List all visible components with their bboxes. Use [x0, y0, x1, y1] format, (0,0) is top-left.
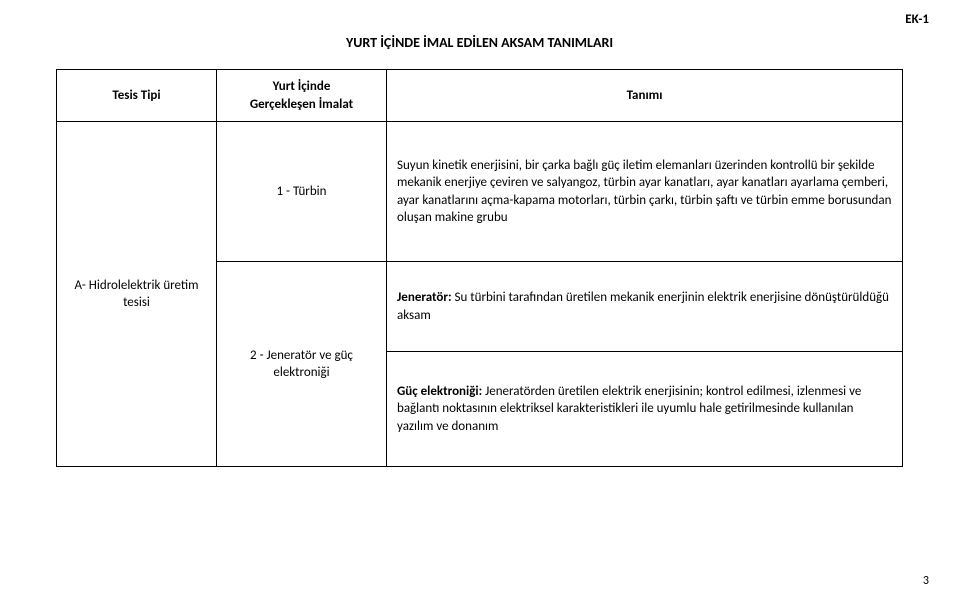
definition-power-electronics: Güç elektroniği: Jeneratörden üretilen e…: [387, 352, 903, 467]
page-container: EK-1 YURT İÇİNDE İMAL EDİLEN AKSAM TANIM…: [0, 0, 959, 596]
definition-lead-generator: Jeneratör:: [397, 290, 452, 305]
definition-rest-generator: Su türbini tarafından üretilen mekanik e…: [397, 290, 889, 323]
column-header-domestic-manufacture: Yurt İçinde Gerçekleşen İmalat: [217, 70, 387, 122]
table-row: A- Hidrolelektrik üretim tesisi 1 - Türb…: [57, 122, 903, 262]
column-header-facility-type: Tesis Tipi: [57, 70, 217, 122]
definitions-table: Tesis Tipi Yurt İçinde Gerçekleşen İmala…: [56, 69, 903, 467]
definition-generator: Jeneratör: Su türbini tarafından üretile…: [387, 262, 903, 352]
definition-turbine: Suyun kinetik enerjisini, bir çarka bağl…: [387, 122, 903, 262]
facility-type-cell: A- Hidrolelektrik üretim tesisi: [57, 122, 217, 467]
column-header-definition: Tanımı: [387, 70, 903, 122]
document-title: YURT İÇİNDE İMAL EDİLEN AKSAM TANIMLARI: [56, 34, 903, 51]
corner-tag: EK-1: [905, 12, 929, 27]
component-label-turbine: 1 - Türbin: [217, 122, 387, 262]
page-number: 3: [923, 574, 929, 588]
column-header-line2: Gerçekleşen İmalat: [250, 97, 353, 112]
table-header-row: Tesis Tipi Yurt İçinde Gerçekleşen İmala…: [57, 70, 903, 122]
column-header-line1: Yurt İçinde: [273, 79, 331, 94]
definition-lead-power-electronics: Güç elektroniği:: [397, 384, 482, 399]
component-label-generator: 2 - Jeneratör ve güç elektroniği: [217, 262, 387, 467]
